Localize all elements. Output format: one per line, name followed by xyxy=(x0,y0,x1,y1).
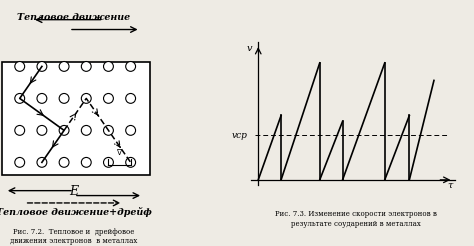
Text: Рис. 7.3. Изменение скорости электронов в
результате соударений в металлах: Рис. 7.3. Изменение скорости электронов … xyxy=(274,210,437,228)
Circle shape xyxy=(37,93,47,103)
Circle shape xyxy=(15,125,25,135)
Circle shape xyxy=(82,62,91,71)
Circle shape xyxy=(103,93,113,103)
Circle shape xyxy=(59,125,69,135)
Circle shape xyxy=(126,62,136,71)
Circle shape xyxy=(59,157,69,167)
Circle shape xyxy=(82,93,91,103)
Circle shape xyxy=(82,125,91,135)
Circle shape xyxy=(126,157,136,167)
Circle shape xyxy=(82,157,91,167)
Text: τ: τ xyxy=(447,181,453,190)
Circle shape xyxy=(126,93,136,103)
Circle shape xyxy=(59,62,69,71)
Bar xyxy=(2,62,150,175)
Text: $\nabla$: $\nabla$ xyxy=(116,148,123,157)
Text: v: v xyxy=(246,44,252,53)
Circle shape xyxy=(37,125,47,135)
Circle shape xyxy=(37,157,47,167)
Circle shape xyxy=(15,93,25,103)
Circle shape xyxy=(103,62,113,71)
Circle shape xyxy=(15,62,25,71)
Circle shape xyxy=(15,157,25,167)
Text: Рис. 7.2.  Тепловое и  дрейфовое
движения электронов  в металлах: Рис. 7.2. Тепловое и дрейфовое движения … xyxy=(10,228,137,245)
Text: E: E xyxy=(69,185,79,198)
Circle shape xyxy=(103,157,113,167)
Text: Тепловое движение: Тепловое движение xyxy=(18,13,130,22)
Text: Тепловое движение+дрейф: Тепловое движение+дрейф xyxy=(0,207,152,216)
Circle shape xyxy=(126,125,136,135)
Circle shape xyxy=(59,93,69,103)
Circle shape xyxy=(37,62,47,71)
Circle shape xyxy=(103,125,113,135)
Text: vср: vср xyxy=(232,131,248,140)
